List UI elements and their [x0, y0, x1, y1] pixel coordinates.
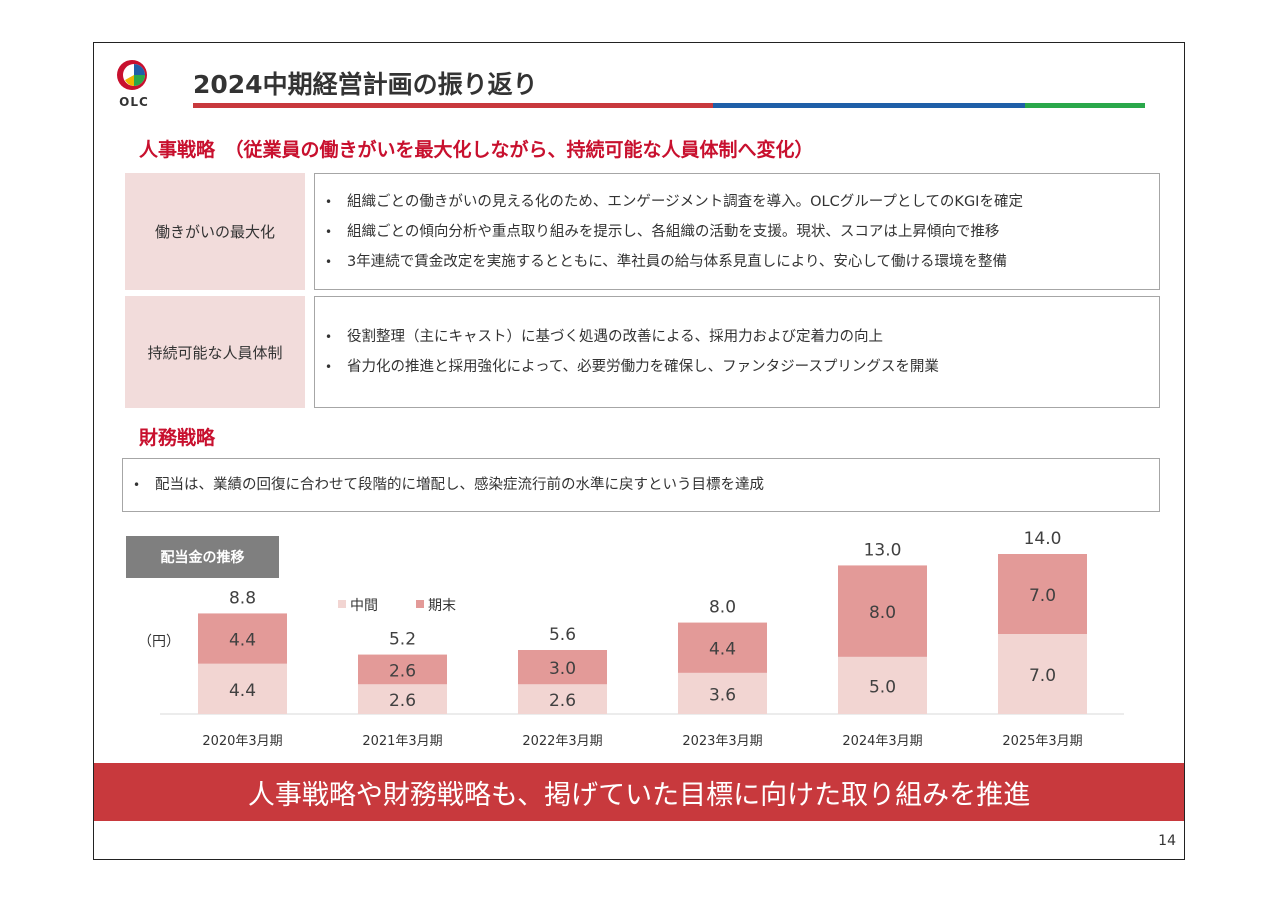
- bullet-item: • 3年連続で賃金改定を実施するとともに、準社員の給与体系見直しにより、安心して働…: [325, 247, 1159, 277]
- bar-segment: [678, 672, 767, 714]
- data-label: 4.4: [709, 640, 736, 660]
- total-label: 5.6: [549, 625, 576, 645]
- bar-segment: [838, 656, 927, 714]
- staffing-bullets: • 役割整理（主にキャスト）に基づく処遇の改善による、採用力および定着力の向上 •…: [314, 296, 1160, 408]
- bar-segment: [998, 554, 1087, 634]
- y-unit-label: （円）: [138, 634, 180, 650]
- bullet-dot: •: [133, 478, 141, 492]
- bullet-text: 役割整理（主にキャスト）に基づく処遇の改善による、採用力および定着力の向上: [347, 329, 884, 345]
- label-sustainable-staffing-text: 持続可能な人員体制: [147, 343, 283, 362]
- bullet-text: 組織ごとの傾向分析や重点取り組みを提示し、各組織の活動を支援。現状、スコアは上昇…: [347, 223, 1000, 240]
- title-underline-red: [193, 103, 713, 108]
- bullet-dot: •: [325, 224, 333, 239]
- bullet-dot: •: [325, 360, 333, 374]
- summary-banner: 人事戦略や財務戦略も、掲げていた目標に向けた取り組みを推進: [94, 763, 1184, 821]
- title-underline-green: [1025, 103, 1145, 108]
- bullet-item: • 組織ごとの傾向分析や重点取り組みを提示し、各組織の活動を支援。現状、スコアは上…: [325, 217, 1159, 247]
- x-tick-label: 2022年3月期: [522, 734, 602, 749]
- bullet-item: • 省力化の推進と採用強化によって、必要労働力を確保し、ファンタジースプリングスを…: [325, 352, 1159, 382]
- x-tick-label: 2025年3月期: [1002, 734, 1082, 749]
- bullet-item: • 役割整理（主にキャスト）に基づく処遇の改善による、採用力および定着力の向上: [325, 322, 1159, 352]
- bullet-item: • 配当は、業績の回復に合わせて段階的に増配し、感染症流行前の水準に戻すという目標…: [133, 470, 1159, 500]
- chart-tag: 配当金の推移: [126, 536, 279, 578]
- olc-logo-icon: [117, 60, 147, 90]
- dividend-chart: （円） 中間 期末 4.4 4.4 8.8 2020年3月期 2.6 2.6 5.2 2021年3月…: [138, 529, 1124, 749]
- x-tick-label: 2021年3月期: [362, 734, 442, 749]
- olc-logo: OLC: [113, 59, 161, 115]
- bar-segment: [358, 654, 447, 685]
- data-label: 5.0: [869, 677, 896, 697]
- total-label: 5.2: [389, 630, 416, 650]
- bar-segment: [198, 663, 287, 714]
- total-label: 8.8: [229, 588, 256, 608]
- page-title: 2024中期経営計画の振り返り: [193, 70, 538, 99]
- bar-segment: [198, 613, 287, 664]
- legend-label: 期末: [428, 598, 456, 614]
- bar-segment: [518, 684, 607, 714]
- bar-segment: [358, 684, 447, 714]
- financial-strategy-heading: 財務戦略: [139, 427, 216, 449]
- x-tick-label: 2020年3月期: [202, 734, 282, 749]
- data-label: 2.6: [389, 661, 416, 681]
- bullet-dot: •: [325, 330, 333, 344]
- bullet-text: 3年連続で賃金改定を実施するとともに、準社員の給与体系見直しにより、安心して働け…: [347, 253, 1007, 270]
- data-label: 4.4: [229, 631, 256, 651]
- label-engagement: 働きがいの最大化: [125, 173, 305, 290]
- total-label: 13.0: [864, 540, 902, 560]
- x-tick-label: 2023年3月期: [682, 734, 762, 749]
- financial-bullets: • 配当は、業績の回復に合わせて段階的に増配し、感染症流行前の水準に戻すという目標…: [122, 458, 1160, 512]
- title-underline-blue: [713, 103, 1025, 108]
- bar-segment: [838, 565, 927, 657]
- legend-label: 中間: [350, 598, 378, 614]
- data-label: 2.6: [389, 691, 416, 711]
- label-engagement-text: 働きがいの最大化: [154, 223, 275, 241]
- total-label: 14.0: [1024, 529, 1062, 549]
- page-number: 14: [1158, 833, 1176, 849]
- data-label: 2.6: [549, 691, 576, 711]
- bullet-text: 省力化の推進と採用強化によって、必要労働力を確保し、ファンタジースプリングスを開…: [347, 359, 939, 375]
- data-label: 4.4: [229, 681, 256, 701]
- slide: OLC 2024中期経営計画の振り返り 人事戦略 （従業員の働きがいを最大化しな…: [93, 42, 1185, 860]
- bar-segment: [678, 622, 767, 673]
- bullet-dot: •: [325, 194, 333, 209]
- data-label: 8.0: [869, 603, 896, 623]
- bullet-dot: •: [325, 254, 333, 269]
- x-tick-label: 2024年3月期: [842, 734, 922, 749]
- bullet-item: • 組織ごとの働きがいの見える化のため、エンゲージメント調査を導入。OLCグループ…: [325, 187, 1159, 217]
- data-label: 7.0: [1029, 666, 1056, 686]
- data-label: 3.6: [709, 685, 736, 705]
- legend-swatch: [338, 600, 346, 608]
- engagement-bullets: • 組織ごとの働きがいの見える化のため、エンゲージメント調査を導入。OLCグループ…: [314, 173, 1160, 290]
- bullet-text: 組織ごとの働きがいの見える化のため、エンゲージメント調査を導入。OLCグループと…: [347, 193, 1023, 210]
- logo-text: OLC: [119, 95, 149, 109]
- total-label: 8.0: [709, 598, 736, 618]
- bullet-text: 配当は、業績の回復に合わせて段階的に増配し、感染症流行前の水準に戻すという目標を…: [155, 477, 764, 493]
- legend-swatch: [416, 600, 424, 608]
- hr-strategy-heading: 人事戦略 （従業員の働きがいを最大化しながら、持続可能な人員体制へ変化）: [139, 139, 814, 161]
- bar-segment: [998, 634, 1087, 714]
- label-sustainable-staffing: 持続可能な人員体制: [125, 296, 305, 408]
- bar-segment: [518, 650, 607, 685]
- data-label: 3.0: [549, 659, 576, 679]
- data-label: 7.0: [1029, 586, 1056, 606]
